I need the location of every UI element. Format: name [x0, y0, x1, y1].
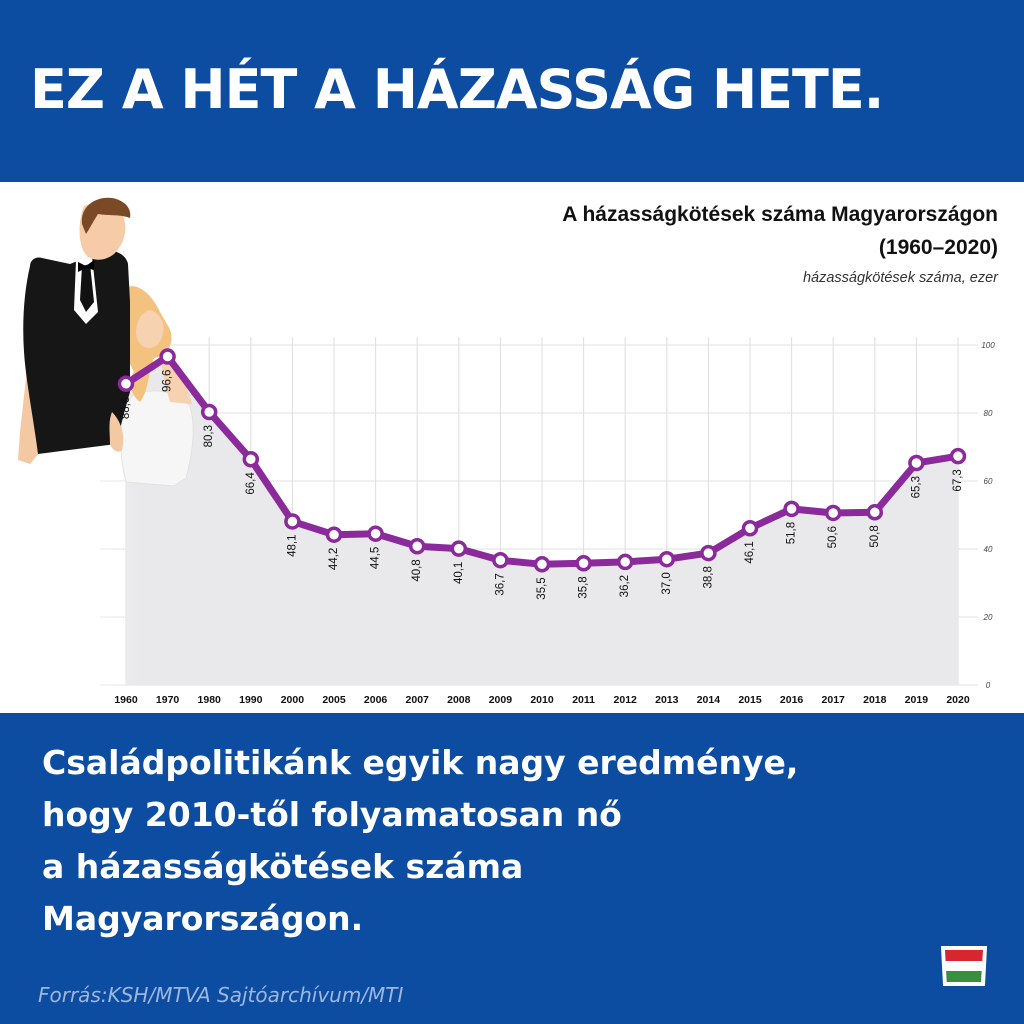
x-tick-label: 1970: [156, 694, 180, 706]
data-point: [533, 556, 551, 573]
data-label: 65,3: [910, 476, 922, 498]
data-label: 96,6: [162, 370, 174, 392]
x-tick-label: 2000: [281, 694, 305, 706]
y-tick-label: 100: [981, 341, 995, 350]
statement-line: Családpolitikánk egyik nagy eredménye,: [42, 743, 799, 782]
data-point: [783, 500, 800, 518]
data-label: 38,8: [702, 566, 714, 588]
data-point: [908, 454, 925, 472]
x-tick-label: 2008: [447, 694, 471, 706]
data-points: [117, 348, 967, 573]
x-tick-label: 2007: [406, 694, 430, 706]
footer-band: Családpolitikánk egyik nagy eredménye, h…: [0, 713, 1024, 1024]
x-tick-label: 2014: [697, 694, 721, 706]
chart-title: A házasságkötések száma Magyarországon (…: [562, 198, 998, 264]
data-point: [700, 544, 717, 562]
data-point: [325, 526, 343, 543]
statement-line: Magyarországon.: [42, 899, 364, 938]
data-label: 35,5: [536, 577, 548, 599]
x-tick-label: 2016: [780, 694, 804, 706]
data-point: [450, 540, 468, 557]
data-point: [616, 553, 634, 571]
data-point: [866, 504, 884, 521]
chart-panel: 88,6 96,6 80,3 66,4 48,1 44,2 44,5 40,8 40,1 36,7…: [0, 182, 1024, 713]
header-band: EZ A HÉT A HÁZASSÁG HETE.: [0, 0, 1024, 182]
y-tick-label: 60: [984, 477, 993, 486]
data-label: 35,8: [578, 576, 590, 598]
data-label: 44,5: [370, 547, 382, 569]
couple-illustration-icon: [18, 197, 194, 487]
y-tick-label: 80: [984, 409, 993, 418]
data-label: 36,2: [619, 575, 631, 597]
data-label: 50,6: [827, 526, 839, 548]
data-label: 40,8: [411, 559, 423, 581]
statement-line: hogy 2010-től folyamatosan nő: [42, 795, 622, 834]
data-label: 50,8: [869, 525, 881, 547]
x-tick-label: 2013: [655, 694, 679, 706]
statement-text: Családpolitikánk egyik nagy eredménye, h…: [42, 737, 982, 945]
data-point: [367, 525, 384, 542]
data-label: 48,1: [286, 534, 298, 556]
data-point: [159, 348, 176, 365]
source-credit: Forrás:KSH/MTVA Sajtóarchívum/MTI: [38, 983, 404, 1007]
area-fill: [126, 356, 958, 685]
data-point: [658, 550, 676, 568]
data-point: [824, 504, 842, 522]
y-tick-label: 0: [986, 681, 991, 690]
y-axis: 0 20 40 60 80 100: [981, 341, 995, 690]
data-point: [408, 538, 426, 555]
data-label: 66,4: [245, 472, 257, 495]
data-point: [741, 520, 759, 537]
x-tick-label: 2015: [738, 694, 762, 706]
chart-unit-label: házasságkötések száma, ezer: [802, 270, 998, 286]
data-label: 40,1: [453, 562, 465, 584]
data-point: [117, 375, 135, 393]
chart-title-line-2: (1960–2020): [878, 236, 998, 259]
data-label: 80,3: [203, 425, 215, 447]
line-chart: 88,6 96,6 80,3 66,4 48,1 44,2 44,5 40,8 40,1 36,7…: [0, 197, 995, 706]
x-tick-label: 2012: [614, 694, 638, 706]
data-label: 37,0: [661, 572, 673, 594]
hungarian-flag-icon: [940, 946, 988, 986]
data-point: [200, 403, 218, 421]
x-tick-label: 2009: [489, 694, 513, 706]
data-labels: 88,6 96,6 80,3 66,4 48,1 44,2 44,5 40,8 40,1 36,7…: [120, 370, 964, 600]
x-tick-label: 2017: [822, 694, 846, 706]
x-tick-label: 2020: [946, 694, 970, 706]
data-point: [949, 447, 967, 465]
data-label: 44,2: [328, 548, 340, 570]
headline: EZ A HÉT A HÁZASSÁG HETE.: [30, 58, 884, 121]
x-tick-label: 2010: [530, 694, 554, 706]
data-point: [575, 555, 592, 572]
x-tick-label: 2005: [322, 694, 346, 706]
chart-title-line-1: A házasságkötések száma Magyarországon: [562, 203, 998, 226]
data-point: [242, 450, 260, 468]
x-axis: 1960 1970 1980 1990 2000 2005 2006 2007 2008 2009…: [114, 694, 970, 706]
data-label: 46,1: [744, 541, 756, 563]
data-label: 88,6: [120, 397, 132, 419]
data-label: 51,8: [786, 522, 798, 544]
data-label: 36,7: [494, 573, 506, 595]
data-point: [284, 513, 301, 530]
x-tick-label: 2011: [572, 694, 595, 706]
x-tick-label: 1980: [198, 694, 222, 706]
statement-line: a házasságkötések száma: [42, 847, 524, 886]
x-tick-label: 1990: [239, 694, 263, 706]
data-label: 67,3: [952, 469, 964, 491]
y-tick-label: 20: [983, 613, 993, 622]
x-tick-label: 2018: [863, 694, 887, 706]
x-tick-label: 1960: [114, 694, 138, 706]
x-tick-label: 2006: [364, 694, 388, 706]
data-point: [492, 551, 509, 569]
x-tick-label: 2019: [905, 694, 929, 706]
y-tick-label: 40: [984, 545, 993, 554]
